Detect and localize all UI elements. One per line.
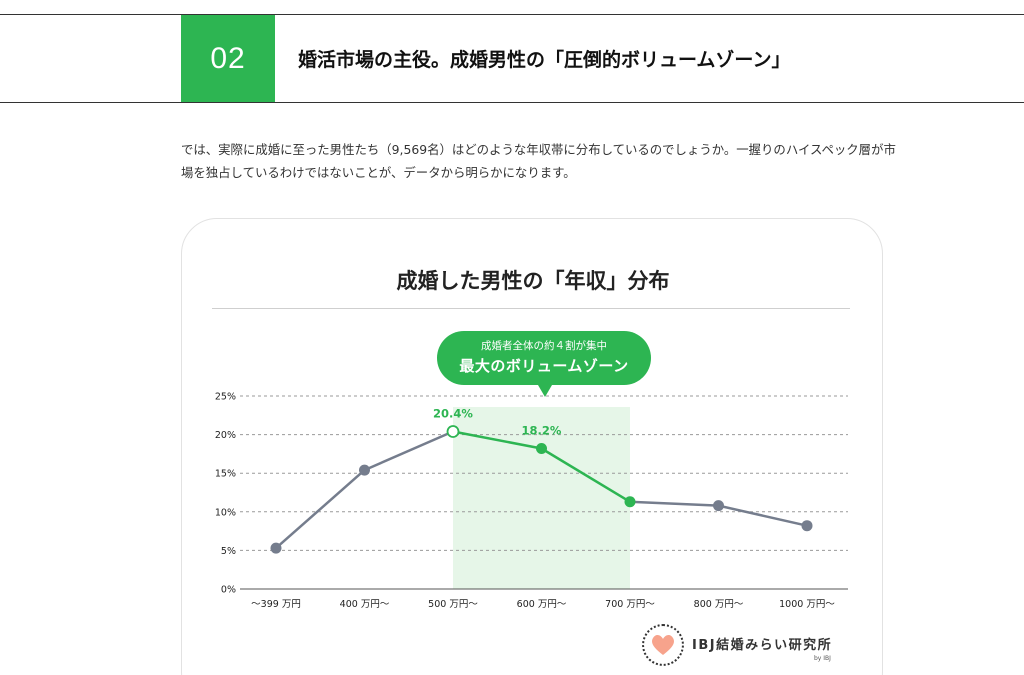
y-tick-label: 25% <box>215 392 236 403</box>
x-tick-label: 500 万円〜 <box>428 599 478 610</box>
series-line-segment <box>628 500 720 507</box>
volume-zone-callout: 成婚者全体の約４割が集中 最大のボリュームゾーン <box>437 331 651 397</box>
data-point <box>624 496 636 508</box>
callout-subtext: 成婚者全体の約４割が集中 <box>481 340 607 352</box>
series-line-segment <box>274 468 366 550</box>
x-tick-label: 400 万円〜 <box>340 599 390 610</box>
section-title: 婚活市場の主役。成婚男性の「圧倒的ボリュームゾーン」 <box>298 49 791 71</box>
x-tick-label: 700 万円〜 <box>605 599 655 610</box>
section-header: 02 婚活市場の主役。成婚男性の「圧倒的ボリュームゾーン」 <box>0 14 1024 103</box>
title-divider <box>212 308 850 309</box>
data-point <box>270 542 282 554</box>
intro-paragraph: では、実際に成婚に至った男性たち（9,569名）はどのような年収帯に分布している… <box>181 142 896 180</box>
data-point <box>446 425 460 438</box>
data-label: 20.4% <box>433 407 473 421</box>
data-point <box>713 500 724 512</box>
series-line-segment <box>540 447 632 504</box>
y-tick-label: 10% <box>215 507 236 518</box>
logo-byline: by IBJ <box>814 655 831 662</box>
heart-logo-icon <box>642 624 684 666</box>
data-point <box>801 520 813 532</box>
logo-text: IBJ結婚みらい研究所 <box>692 638 833 653</box>
data-point <box>359 464 370 476</box>
chart-title: 成婚した男性の「年収」分布 <box>396 269 670 293</box>
x-tick-label: 600 万円〜 <box>517 599 567 610</box>
callout-main-text: 最大のボリュームゾーン <box>459 357 629 375</box>
data-point <box>536 442 547 454</box>
y-tick-label: 5% <box>221 546 236 557</box>
series-line-segment <box>363 430 455 472</box>
series-line-segment <box>451 430 543 450</box>
series-line-segment <box>717 504 809 527</box>
y-tick-label: 0% <box>221 585 236 596</box>
x-tick-label: 1000 万円〜 <box>779 599 835 610</box>
x-tick-label: 800 万円〜 <box>694 599 744 610</box>
x-tick-label: 〜399 万円 <box>251 599 301 610</box>
y-tick-label: 20% <box>215 430 236 441</box>
data-label: 18.2% <box>522 423 562 437</box>
section-number: 02 <box>181 15 275 102</box>
ibj-logo: IBJ結婚みらい研究所 by IBJ <box>642 624 862 670</box>
y-tick-label: 15% <box>215 469 236 480</box>
